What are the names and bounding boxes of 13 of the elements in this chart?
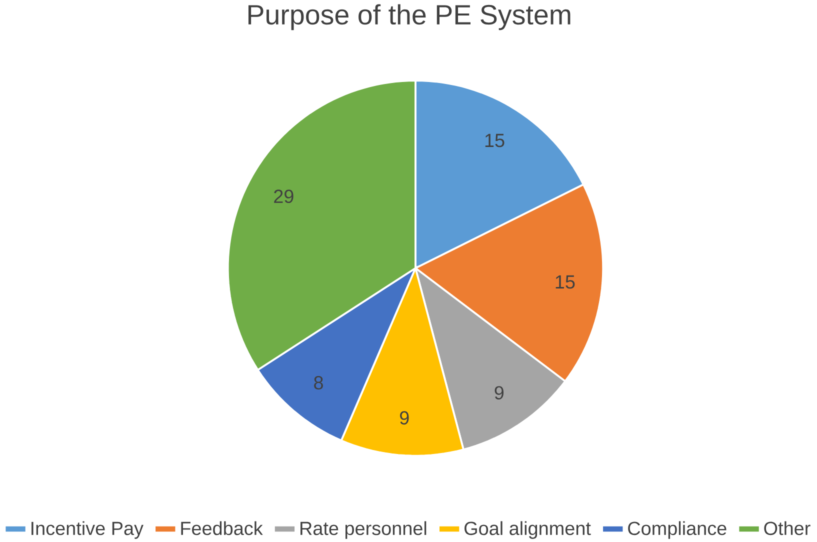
legend-label: Goal alignment (464, 521, 591, 539)
data-label: 9 (400, 411, 409, 425)
data-label: 8 (314, 376, 323, 390)
data-label: 29 (274, 190, 294, 204)
legend-label: Incentive Pay (32, 521, 144, 539)
legend-label: Rate personnel (300, 521, 426, 539)
legend-label: Feedback (181, 521, 263, 536)
data-label: 15 (485, 134, 504, 148)
data-label: 15 (556, 275, 575, 289)
data-label: 9 (494, 386, 504, 400)
chart-title: Purpose of the PE System (248, 4, 570, 30)
legend-label: Other (764, 521, 810, 536)
legend-label: Compliance (628, 521, 726, 539)
